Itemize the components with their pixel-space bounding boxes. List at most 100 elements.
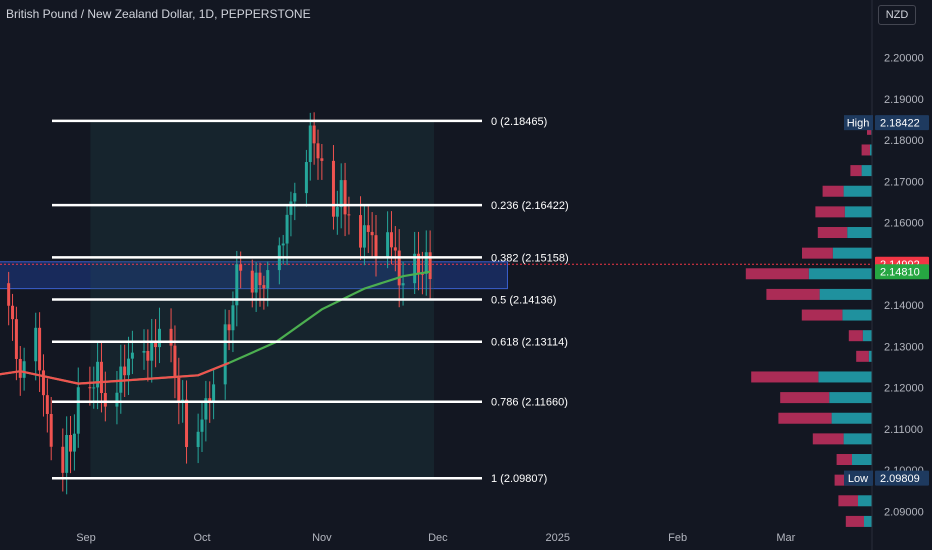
candle [115,370,119,425]
candle [389,211,393,265]
candle-body [92,387,96,389]
candle [150,318,154,383]
candle [397,229,401,308]
vp-bar-up [861,165,876,177]
vp-bar-down [856,350,869,362]
candle-body [417,253,421,274]
vp-bar-up [842,309,876,321]
vp-bar-up [843,433,876,445]
candle-body [65,435,69,473]
candle-body [103,393,107,407]
candle [38,312,42,393]
ma-value-tag-value: 2.14810 [880,267,920,279]
candle-body [366,225,370,232]
fib-label-0.236: 0.236 (2.16422) [491,200,569,212]
vp-bar-up [819,288,876,300]
candle [339,163,343,229]
candle [335,190,339,235]
vp-bar-up [829,392,876,404]
candle-body [115,392,119,407]
candle [41,354,45,417]
candles [7,112,432,495]
candle [200,401,204,452]
candle [281,234,285,265]
candle-body [208,398,212,403]
candle [14,306,18,381]
currency-button[interactable]: NZD [878,5,916,25]
candle-body [266,270,270,289]
candle [61,428,65,492]
candle [304,149,308,207]
candle-body [99,361,103,394]
candle [157,307,161,364]
candle [169,308,173,363]
candle-body [150,340,154,361]
y-tick-label: 2.20000 [884,53,924,65]
fib-label-1: 1 (2.09807) [491,473,547,485]
candle-body [420,273,424,275]
candle-body [331,160,335,217]
candle [331,145,335,230]
candle-body [61,446,65,473]
vp-bar-up [852,454,876,466]
vp-bar-up [818,371,876,383]
candle-body [401,283,405,286]
candle [343,162,347,237]
high-tag-bg [875,115,929,131]
candle-body [123,366,127,376]
candle-body [14,319,18,359]
y-tick-label: 2.13000 [884,341,924,353]
candle-body [239,264,243,271]
vp-bar-down [780,392,830,404]
vp-bar-up [847,227,876,239]
candle [374,215,378,277]
candle [347,196,351,235]
fib-label-0.786: 0.786 (2.11660) [491,397,568,409]
candle [177,357,181,425]
candle [76,367,80,448]
low-tag-label: Low [848,473,868,485]
candle [204,380,208,442]
candle-body [413,253,417,284]
candle [393,226,397,272]
y-tick-label: 2.16000 [884,218,924,230]
candle [359,196,363,260]
candle-body [200,419,204,432]
candle-body [347,214,351,216]
vp-bar-down [745,268,809,280]
candle [34,312,38,381]
candle [413,231,417,294]
candle [235,250,239,327]
candle-body [281,243,285,246]
candle-body [362,225,366,248]
candle [72,414,76,471]
vp-bar-up [864,515,876,527]
candle [316,129,320,180]
candle [366,205,370,253]
vp-bar-up [808,268,876,280]
candle-body [169,328,173,346]
candle [227,309,231,351]
candle [212,367,216,420]
candle [123,344,127,397]
candle-body [316,143,320,159]
candle-body [312,125,316,144]
vp-bar-down [751,371,819,383]
candle-body [293,193,297,202]
candle [127,336,131,395]
vp-bar-up [832,247,876,259]
candle-body [343,180,347,215]
candle [196,413,200,464]
candle [320,143,324,180]
vp-bar-down [817,227,848,239]
vp-bar-up [843,185,876,197]
candle-body [72,433,76,452]
candle-body [76,387,80,434]
candle-body [146,350,150,361]
candle [289,191,293,237]
candle [185,380,189,464]
fib-label-0.618: 0.618 (2.13114) [491,337,568,349]
high-tag-label: High [847,118,870,130]
candle-body [204,398,208,420]
